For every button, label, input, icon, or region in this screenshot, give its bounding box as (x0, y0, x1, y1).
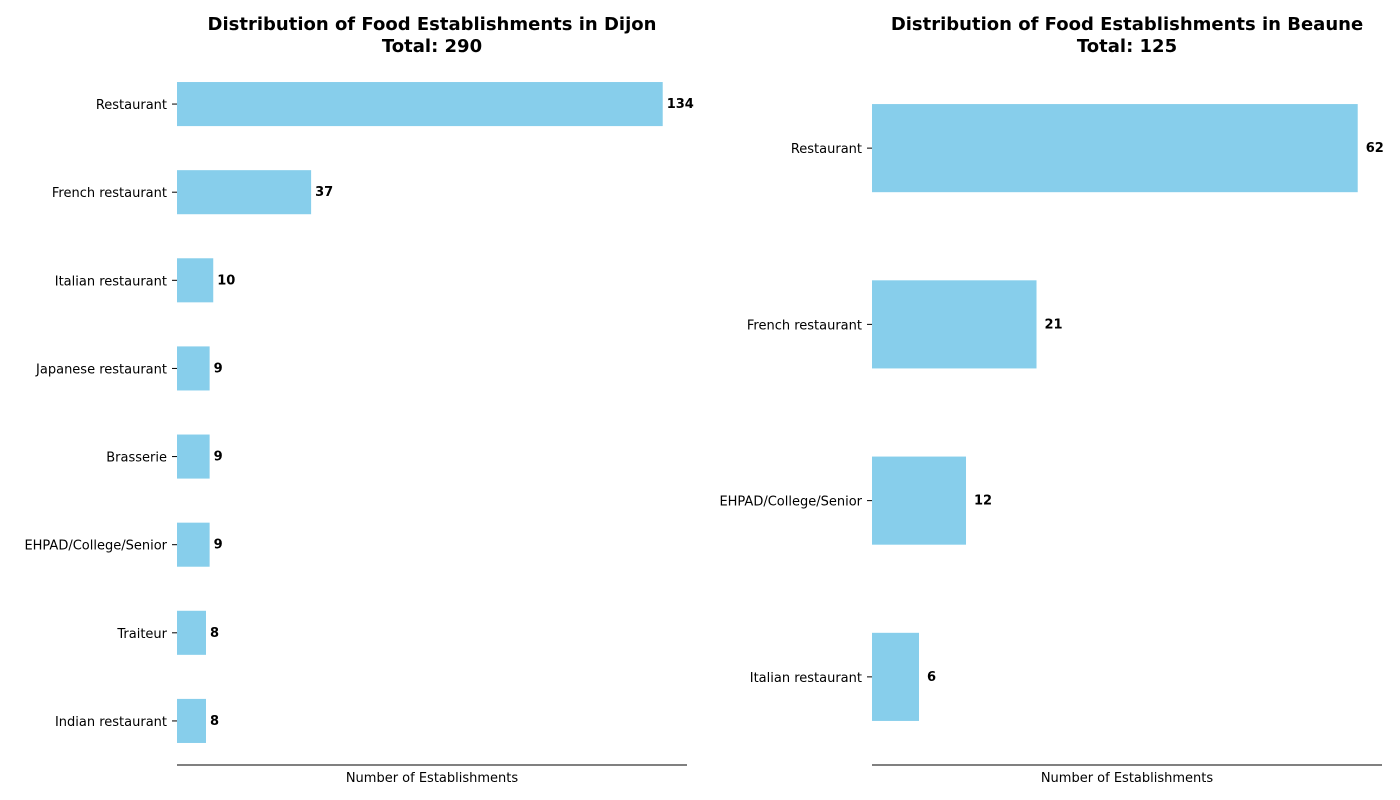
dijon-y-tick-label: Japanese restaurant (35, 362, 167, 377)
beaune-chart-panel: Distribution of Food Establishments in B… (719, 14, 1383, 786)
beaune-y-tick-label: EHPAD/College/Senior (719, 495, 862, 510)
dijon-data-label: 8 (210, 714, 219, 729)
dijon-data-label: 9 (214, 538, 223, 553)
dijon-bar (177, 170, 312, 215)
dijon-data-label: 9 (214, 450, 223, 465)
dijon-y-tick-label: Brasserie (106, 451, 167, 466)
beaune-data-label: 62 (1366, 141, 1384, 156)
dijon-y-tick-label: Indian restaurant (55, 715, 167, 730)
dijon-chart-title: Distribution of Food Establishments in D… (208, 14, 657, 35)
beaune-chart-title: Distribution of Food Establishments in B… (891, 14, 1363, 35)
dijon-y-tick-label: French restaurant (52, 186, 167, 201)
dijon-x-axis-label: Number of Establishments (346, 771, 519, 786)
beaune-data-label: 12 (974, 494, 992, 509)
beaune-data-label: 6 (927, 670, 936, 685)
dijon-data-label: 10 (217, 273, 235, 288)
beaune-bar (872, 104, 1358, 193)
dijon-bar (177, 346, 210, 391)
dijon-data-label: 8 (210, 626, 219, 641)
beaune-chart-subtitle: Total: 125 (1077, 36, 1177, 57)
beaune-data-label: 21 (1045, 317, 1063, 332)
dijon-y-tick-label: Restaurant (96, 98, 167, 113)
dijon-data-label: 37 (315, 185, 333, 200)
beaune-bar (872, 456, 967, 545)
dijon-bar (177, 258, 214, 303)
dijon-bar (177, 698, 206, 743)
dijon-y-tick-label: Traiteur (116, 627, 167, 642)
beaune-x-axis-label: Number of Establishments (1041, 771, 1214, 786)
beaune-y-tick-label: French restaurant (747, 318, 862, 333)
beaune-y-tick-label: Restaurant (791, 142, 862, 157)
beaune-bars: Restaurant 62 French restaurant 21 EHPAD/Col… (719, 104, 1384, 721)
dijon-chart-panel: Distribution of Food Establishments in D… (24, 14, 693, 786)
dijon-bar (177, 522, 210, 567)
dijon-y-tick-label: Italian restaurant (55, 274, 167, 289)
dijon-bar (177, 610, 206, 655)
beaune-y-tick-label: Italian restaurant (750, 671, 862, 686)
beaune-bar (872, 632, 920, 721)
dijon-data-label: 134 (667, 97, 694, 112)
dijon-bars: Restaurant 134 French restaurant 37 Italian … (24, 82, 694, 743)
dijon-data-label: 9 (214, 361, 223, 376)
dijon-y-tick-label: EHPAD/College/Senior (24, 539, 167, 554)
dijon-bar (177, 434, 210, 479)
dijon-bar (177, 82, 663, 127)
dijon-chart-subtitle: Total: 290 (382, 36, 482, 57)
beaune-bar (872, 280, 1037, 369)
